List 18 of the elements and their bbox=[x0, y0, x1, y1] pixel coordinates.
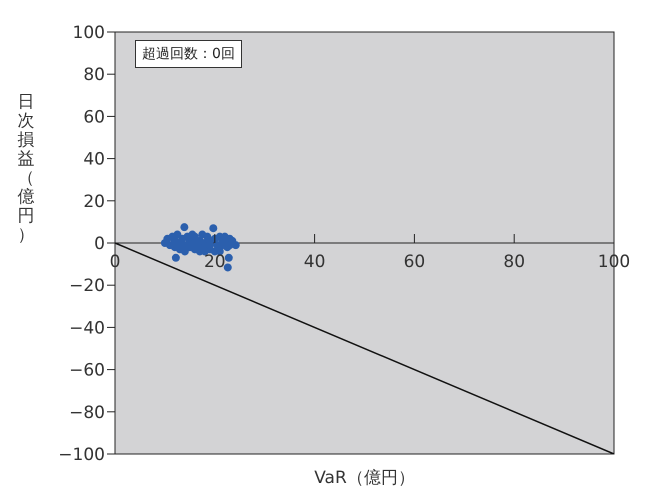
x-tick-label: 20 bbox=[204, 252, 226, 272]
y-tick-label: −100 bbox=[58, 445, 105, 466]
y-tick-label: −20 bbox=[69, 276, 105, 296]
x-tick-label: 40 bbox=[304, 252, 326, 272]
x-tick-label: 60 bbox=[404, 252, 426, 272]
y-tick-label: 60 bbox=[83, 107, 105, 128]
y-tick-label: 100 bbox=[72, 23, 105, 44]
x-axis-title: VaR（億円） bbox=[314, 468, 415, 488]
y-tick-label: −40 bbox=[69, 318, 105, 338]
annotation: 超過回数：0回 bbox=[135, 40, 242, 68]
y-axis-title: 日次損益（億円） bbox=[18, 92, 34, 245]
x-tick-label: 80 bbox=[503, 252, 526, 272]
y-tick-label: 0 bbox=[94, 234, 105, 254]
y-tick-label: −60 bbox=[69, 360, 105, 381]
y-tick-label: 40 bbox=[83, 150, 105, 170]
y-tick-label: −80 bbox=[69, 402, 105, 423]
y-tick-label: 80 bbox=[83, 65, 105, 86]
y-tick-label: 20 bbox=[83, 192, 105, 212]
